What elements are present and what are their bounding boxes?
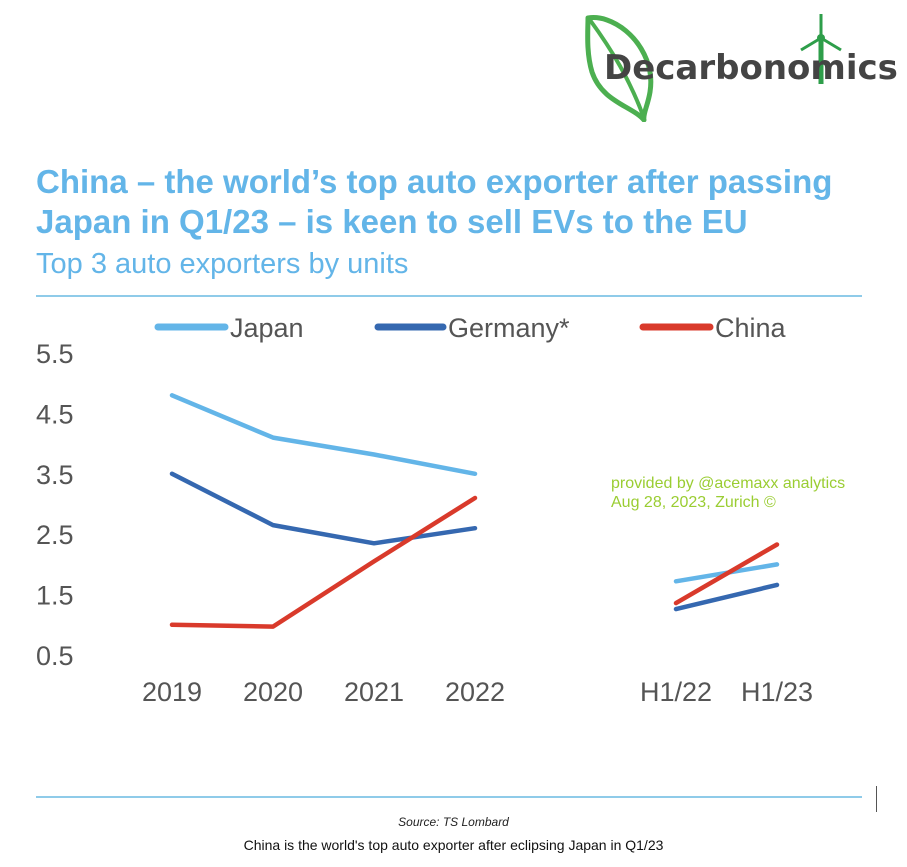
y-tick-label: 5.5: [36, 339, 74, 369]
leaf-icon: [585, 15, 654, 122]
x-tick-label: 2021: [344, 677, 404, 707]
chart-subtitle: Top 3 auto exporters by units: [36, 248, 409, 280]
series-line-germany: [673, 582, 780, 612]
watermark: provided by @acemaxx analytics Aug 28, 2…: [611, 474, 845, 512]
x-tick-label: H1/23: [741, 677, 813, 707]
y-tick-label: 2.5: [36, 520, 74, 550]
x-tick-label: 2022: [445, 677, 505, 707]
legend-label: Germany*: [448, 313, 570, 343]
bottom-divider: [36, 796, 862, 798]
x-tick-label: 2020: [243, 677, 303, 707]
watermark-line-2: Aug 28, 2023, Zurich ©: [611, 494, 776, 511]
wind-turbine-icon: [800, 14, 842, 84]
series-line-germany: [169, 471, 478, 546]
y-tick-label: 0.5: [36, 641, 74, 671]
y-tick-label: 4.5: [36, 399, 74, 429]
legend-label: China: [715, 313, 787, 343]
x-tick-label: 2019: [142, 677, 202, 707]
chart-title: China – the world’s top auto exporter af…: [36, 163, 833, 240]
text-cursor: [876, 786, 877, 812]
decarbonomics-logo: [585, 14, 842, 122]
top-divider: [36, 295, 862, 297]
logo-text: Decarbonomics: [604, 48, 898, 88]
series-line-china: [673, 542, 780, 606]
y-tick-label: 3.5: [36, 460, 74, 490]
series-line-china: [169, 495, 478, 629]
y-tick-label: 1.5: [36, 581, 74, 611]
watermark-line-1: provided by @acemaxx analytics: [611, 475, 846, 492]
x-tick-label: H1/22: [640, 677, 712, 707]
figure-caption: China is the world's top auto exporter a…: [243, 837, 664, 853]
series-line-japan: [169, 393, 478, 477]
line-chart: 5.5 4.5 3.5 2.5 1.5 0.5 Japan Germany* China 2019…: [36, 313, 813, 707]
legend-label: Japan: [230, 313, 304, 343]
source-note: Source: TS Lombard: [398, 815, 509, 829]
